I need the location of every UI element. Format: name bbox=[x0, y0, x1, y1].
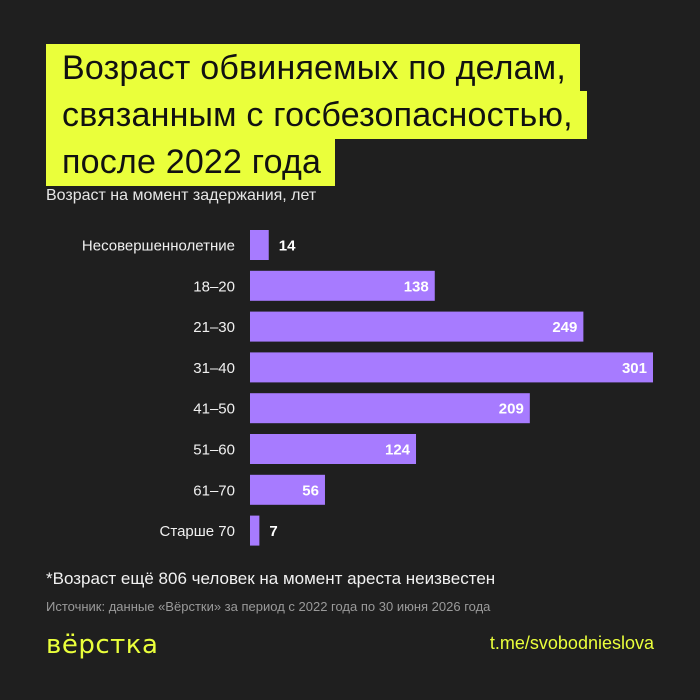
category-label: 31–40 bbox=[193, 360, 235, 377]
category-label: 18–20 bbox=[193, 278, 235, 295]
chart-subtitle: Возраст на момент задержания, лет bbox=[46, 187, 317, 204]
value-label: 138 bbox=[404, 278, 429, 295]
title-block: Возраст обвиняемых по делам, связанным с… bbox=[46, 44, 587, 186]
category-label: Несовершеннолетние bbox=[82, 238, 235, 255]
source-note: Источник: данные «Вёрстки» за период с 2… bbox=[46, 599, 491, 614]
bar bbox=[250, 393, 530, 424]
bar bbox=[250, 352, 653, 383]
category-label: 61–70 bbox=[193, 482, 235, 499]
channel-link[interactable]: t.me/svobodnieslova bbox=[489, 633, 654, 653]
category-label: 41–50 bbox=[193, 401, 235, 418]
bar bbox=[250, 270, 435, 301]
value-label: 56 bbox=[302, 482, 319, 499]
value-label: 14 bbox=[279, 238, 296, 255]
title-line-2: связанным с госбезопасностью, bbox=[46, 91, 587, 139]
title-line-3: после 2022 года bbox=[46, 138, 336, 186]
category-label: 21–30 bbox=[193, 319, 235, 336]
category-label: 51–60 bbox=[193, 442, 235, 459]
bar bbox=[250, 434, 417, 464]
value-label: 301 bbox=[622, 360, 647, 377]
bar bbox=[250, 311, 584, 342]
value-label: 249 bbox=[552, 319, 577, 336]
value-label: 209 bbox=[499, 401, 524, 418]
title-line-1: Возраст обвиняемых по делам, bbox=[46, 44, 580, 92]
footnote: *Возраст ещё 806 человек на момент арест… bbox=[46, 569, 496, 588]
bar bbox=[250, 474, 325, 505]
value-label: 124 bbox=[385, 442, 411, 459]
category-label: Старше 70 bbox=[160, 523, 235, 540]
bar bbox=[250, 515, 260, 546]
bar bbox=[250, 230, 269, 260]
brand-logo: вёрстка bbox=[46, 630, 159, 660]
value-label: 7 bbox=[269, 523, 277, 540]
